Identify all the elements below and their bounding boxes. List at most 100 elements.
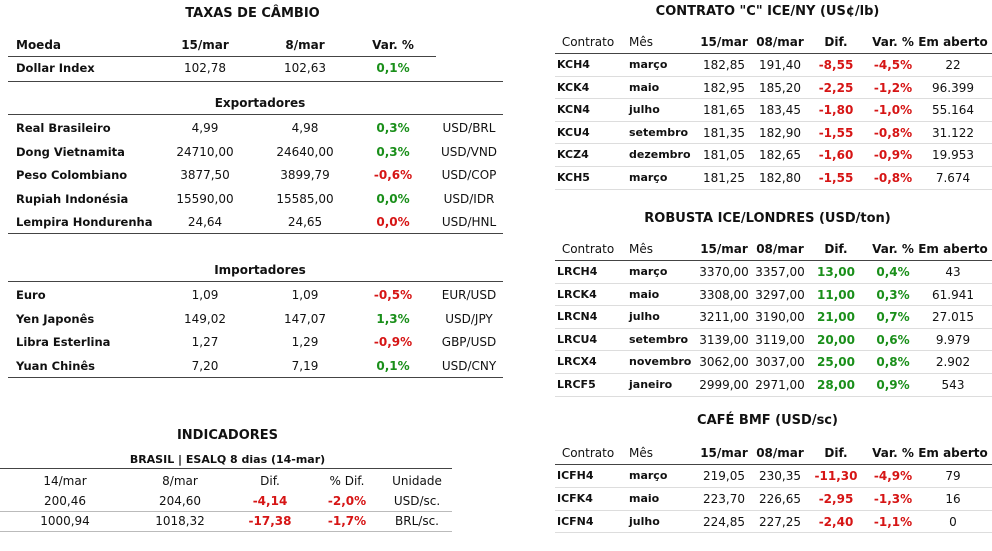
row-dif: -2,25	[818, 80, 854, 95]
divider	[555, 509, 992, 511]
row-v1: 1,09	[191, 288, 219, 302]
divider	[8, 233, 503, 234]
row-pair: USD/JPY	[445, 311, 493, 326]
arabica-title: CONTRATO "C" ICE/NY (US¢/lb)	[655, 4, 880, 19]
row-v1: 181,25	[703, 171, 745, 185]
row-open: 2.902	[935, 355, 971, 370]
row-dif: -1,80	[818, 103, 854, 118]
divider	[0, 468, 452, 469]
divider	[8, 377, 503, 378]
header-mes: Mês	[629, 35, 653, 49]
indicadores-row: 200,46 204,60 -4,14 -2,0% USD/sc.	[0, 490, 460, 512]
row-dif: 21,00	[817, 310, 855, 325]
header-contrato: Contrato	[561, 35, 615, 49]
divider	[555, 120, 992, 122]
indicadores-subtitle: BRASIL | ESALQ 8 dias (14-mar)	[129, 453, 326, 466]
row-month: julho	[629, 514, 660, 528]
row-open: 61.941	[932, 287, 974, 302]
row-dif: -1,55	[818, 125, 854, 140]
robusta-title: ROBUSTA ICE/LONDRES (USD/ton)	[644, 211, 891, 226]
row-open: 7.674	[935, 171, 971, 185]
row-var: 0,1%	[376, 61, 410, 75]
row-dif: -2,95	[818, 491, 854, 506]
indicadores-header-row: 14/mar 8/mar Dif. % Dif. Unidade	[0, 470, 460, 492]
row-var: 0,8%	[876, 355, 910, 370]
row-v2: 182,80	[759, 171, 801, 185]
row-unit: USD/sc.	[393, 494, 441, 508]
arabica-row: KCU4 setembro 181,35 182,90 -1,55 -0,8% 31.122	[545, 122, 992, 144]
row-month: novembro	[629, 355, 692, 369]
row-v2: 24,65	[287, 215, 323, 229]
row-v1: 3139,00	[699, 332, 749, 347]
row-code: KCH5	[557, 171, 590, 184]
bmf-title: CAFÉ BMF (USD/sc)	[697, 413, 838, 428]
row-var: 0,7%	[876, 310, 910, 325]
row-code: LRCU4	[557, 332, 598, 346]
bmf-panel: CAFÉ BMF (USD/sc) Contrato Mês 15/mar 08/ma…	[545, 405, 992, 551]
header-mes: Mês	[629, 242, 653, 256]
row-var: 0,9%	[876, 378, 910, 392]
row-open: 543	[941, 378, 965, 392]
row-v2: 1,29	[291, 335, 319, 349]
row-name: Dollar Index	[16, 61, 95, 75]
row-dif: 25,00	[817, 355, 855, 370]
row-dif: -1,60	[818, 148, 854, 163]
importadores-title: Importadores	[214, 263, 306, 277]
row-open: 55.164	[932, 103, 974, 118]
row-month: janeiro	[629, 378, 673, 391]
arabica-panel: CONTRATO "C" ICE/NY (US¢/lb) Contrato Mês…	[545, 0, 992, 200]
row-v1: 24,64	[187, 215, 223, 229]
divider	[555, 464, 992, 465]
row-v2: 182,90	[759, 125, 801, 140]
row-code: LRCN4	[557, 310, 598, 324]
row-dif: 20,00	[817, 332, 855, 347]
row-pair: USD/COP	[441, 168, 497, 182]
row-unit: BRL/sc.	[395, 514, 439, 528]
importadores-row: Libra Esterlina 1,27 1,29 -0,9% GBP/USD	[0, 331, 505, 353]
indicadores-panel: INDICADORES BRASIL | ESALQ 8 dias (14-ma…	[0, 420, 460, 551]
row-dif: -11,30	[814, 469, 858, 483]
row-v2: 3119,00	[755, 332, 805, 347]
robusta-row: LRCF5 janeiro 2999,00 2971,00 28,00 0,9% 543	[545, 374, 992, 396]
header-var: Var. %	[872, 35, 914, 49]
header-pct-dif: % Dif.	[329, 474, 365, 488]
row-var: -0,5%	[373, 288, 413, 302]
row-var: 0,0%	[376, 215, 410, 229]
robusta-panel: ROBUSTA ICE/LONDRES (USD/ton) Contrato Mê…	[545, 205, 992, 397]
header-14mar: 14/mar	[43, 474, 87, 488]
row-v2: 24640,00	[276, 144, 334, 159]
row-var: 0,6%	[876, 332, 910, 347]
row-pair: USD/CNY	[441, 358, 497, 373]
arabica-row: KCZ4 dezembro 181,05 182,65 -1,60 -0,9% 19.953	[545, 144, 992, 166]
robusta-row: LRCN4 julho 3211,00 3190,00 21,00 0,7% 27.015	[545, 306, 992, 328]
row-month: maio	[629, 287, 660, 301]
taxas-title: TAXAS DE CÂMBIO	[185, 6, 320, 21]
divider	[0, 511, 452, 512]
row-var: 0,3%	[876, 287, 910, 302]
row-var: -0,8%	[873, 125, 913, 140]
row-code: KCZ4	[557, 148, 589, 162]
row-var: -0,9%	[873, 148, 913, 163]
row-v1: 1,27	[191, 335, 219, 349]
row-v1: 182,95	[703, 80, 745, 95]
row-dif: -1,55	[818, 171, 854, 185]
divider	[555, 395, 992, 397]
divider	[8, 81, 503, 82]
arabica-row: KCK4 maio 182,95 185,20 -2,25 -1,2% 96.399	[545, 77, 992, 99]
importadores-row: Yen Japonês 149,02 147,07 1,3% USD/JPY	[0, 308, 505, 330]
row-code: LRCF5	[557, 378, 596, 391]
divider	[555, 143, 992, 145]
header-15mar: 15/mar	[700, 446, 748, 460]
row-month: julho	[629, 103, 660, 117]
row-code: KCN4	[557, 103, 590, 117]
divider	[555, 188, 992, 190]
header-8mar: 8/mar	[285, 38, 325, 52]
row-dif: 11,00	[817, 287, 855, 302]
bmf-row: ICFN4 julho 224,85 227,25 -2,40 -1,1% 0	[545, 511, 992, 533]
row-v1: 219,05	[703, 469, 745, 483]
row-v2: 227,25	[759, 514, 801, 529]
row-open: 19.953	[932, 148, 974, 163]
divider	[0, 531, 452, 532]
exportadores-row: Real Brasileiro 4,99 4,98 0,3% USD/BRL	[0, 117, 505, 139]
header-mes: Mês	[629, 446, 653, 460]
